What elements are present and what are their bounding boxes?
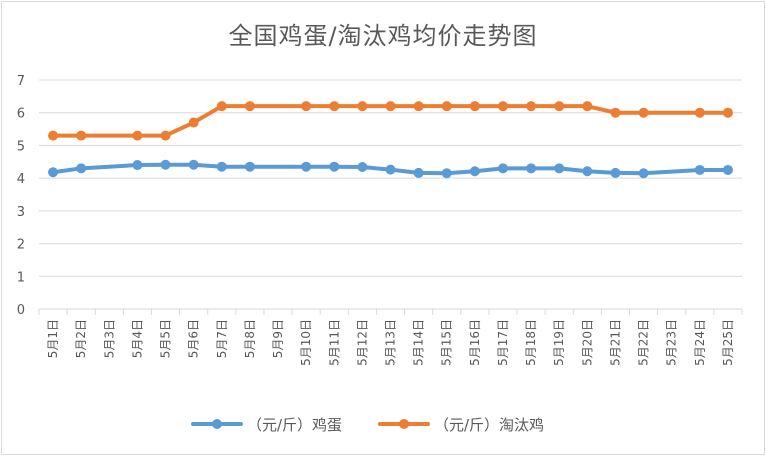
x-tick-label: 5月23日 — [665, 319, 679, 366]
data-point — [244, 161, 255, 172]
data-point — [216, 101, 227, 112]
data-point — [554, 101, 565, 112]
series-group — [48, 101, 733, 179]
x-tick-label: 5月9日 — [271, 319, 285, 358]
x-tick-label: 5月3日 — [102, 319, 116, 358]
x-tick-label: 5月25日 — [721, 319, 735, 366]
x-tick-label: 5月8日 — [243, 319, 257, 358]
x-tick-label: 5月20日 — [580, 319, 594, 366]
x-tick-label: 5月2日 — [74, 319, 88, 358]
y-tick-label: 6 — [17, 107, 25, 122]
data-point — [610, 107, 621, 118]
data-point — [385, 101, 396, 112]
legend: （元/斤）鸡蛋 （元/斤）淘汰鸡 — [191, 416, 544, 434]
data-point — [301, 101, 312, 112]
data-point — [188, 159, 199, 170]
data-point — [357, 162, 368, 173]
x-tick-label: 5月10日 — [299, 319, 313, 366]
legend-label: （元/斤）淘汰鸡 — [434, 416, 544, 434]
data-point — [132, 160, 143, 171]
data-point — [582, 101, 593, 112]
legend-item-1: （元/斤）淘汰鸡 — [378, 416, 544, 434]
series-line — [51, 104, 730, 138]
y-tick-label: 2 — [17, 238, 25, 253]
x-tick-label: 5月17日 — [496, 319, 510, 366]
y-axis-ticks: 0 1 2 3 4 5 6 7 — [17, 74, 25, 318]
data-point — [160, 130, 171, 141]
y-tick-label: 0 — [17, 303, 25, 318]
x-tick-label: 5月11日 — [327, 319, 341, 366]
data-point — [722, 107, 733, 118]
data-point — [188, 117, 199, 128]
data-point — [132, 130, 143, 141]
y-tick-label: 1 — [17, 270, 25, 285]
chart-title: 全国鸡蛋/淘汰鸡均价走势图 — [228, 22, 538, 50]
y-tick-label: 3 — [17, 205, 25, 220]
x-tick-label: 5月19日 — [552, 319, 566, 366]
x-tick-label: 5月14日 — [412, 319, 426, 366]
data-point — [385, 164, 396, 175]
legend-marker — [399, 419, 409, 429]
grid-lines — [39, 79, 742, 310]
data-point — [441, 168, 452, 179]
data-point — [497, 101, 508, 112]
data-point — [610, 167, 621, 178]
x-tick-label: 5月21日 — [608, 319, 622, 366]
x-tick-label: 5月1日 — [46, 319, 60, 358]
x-tick-label: 5月18日 — [524, 319, 538, 366]
x-tick-label: 5月24日 — [693, 319, 707, 366]
y-tick-label: 7 — [17, 74, 25, 89]
data-point — [76, 130, 87, 141]
legend-marker — [212, 419, 222, 429]
data-point — [526, 101, 537, 112]
x-tick-label: 5月4日 — [130, 319, 144, 358]
data-point — [357, 101, 368, 112]
y-tick-label: 4 — [17, 172, 25, 187]
x-tick-label: 5月15日 — [440, 319, 454, 366]
data-point — [329, 101, 340, 112]
series-0 — [48, 159, 733, 179]
series-1 — [48, 101, 733, 141]
data-point — [76, 163, 87, 174]
x-axis-ticks: 5月1日 5月2日 5月3日 5月4日 5月5日 5月6日 5月7日 5月8日 5月9日 5月10… — [38, 309, 743, 366]
x-tick-label: 5月7日 — [215, 319, 229, 358]
data-point — [694, 164, 705, 175]
x-tick-label: 5月16日 — [468, 319, 482, 366]
data-point — [638, 168, 649, 179]
data-point — [48, 167, 59, 178]
data-point — [413, 167, 424, 178]
x-tick-label: 5月22日 — [637, 319, 651, 366]
x-tick-label: 5月6日 — [187, 319, 201, 358]
data-point — [638, 107, 649, 118]
data-point — [301, 161, 312, 172]
data-point — [441, 101, 452, 112]
x-tick-label: 5月5日 — [159, 319, 173, 358]
legend-label: （元/斤）鸡蛋 — [247, 416, 342, 434]
data-point — [244, 101, 255, 112]
data-point — [469, 166, 480, 177]
data-point — [413, 101, 424, 112]
data-point — [48, 130, 59, 141]
x-tick-label: 5月12日 — [355, 319, 369, 366]
legend-item-0: （元/斤）鸡蛋 — [191, 416, 342, 434]
data-point — [554, 163, 565, 174]
data-point — [722, 164, 733, 175]
x-tick-label: 5月13日 — [384, 319, 398, 366]
data-point — [329, 161, 340, 172]
data-point — [526, 163, 537, 174]
data-point — [497, 163, 508, 174]
data-point — [694, 107, 705, 118]
series-line — [51, 162, 730, 176]
data-point — [216, 161, 227, 172]
data-point — [582, 166, 593, 177]
data-point — [160, 159, 171, 170]
data-point — [469, 101, 480, 112]
y-tick-label: 5 — [17, 139, 25, 154]
